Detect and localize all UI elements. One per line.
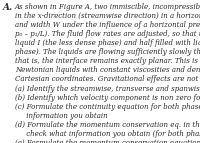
Text: and width W under the influence of a horizontal pressure gradient (: and width W under the influence of a hor… (15, 21, 200, 29)
Text: (c) Formulate the continuity equation for both phases and check what: (c) Formulate the continuity equation fo… (15, 103, 200, 111)
Text: (d) Formulate the momentum conservation eq. in the spanwise direction and: (d) Formulate the momentum conservation … (15, 121, 200, 129)
Text: As shown in Figure A, two immiscible, incompressible liquids are flowing: As shown in Figure A, two immiscible, in… (15, 3, 200, 11)
Text: liquid I (the less dense phase) and half filled with liquid II (the more dense: liquid I (the less dense phase) and half… (15, 39, 200, 47)
Text: information you obtain: information you obtain (15, 112, 108, 120)
Text: (a) Identify the streamwise, transverse and spanwise direction of the flow: (a) Identify the streamwise, transverse … (15, 85, 200, 93)
Text: A.: A. (2, 3, 13, 12)
Text: (e) Formulate the momentum conservation equation in the transverse: (e) Formulate the momentum conservation … (15, 139, 200, 143)
Text: that is, the interface remains exactly planar. This is a steady state flow of tw: that is, the interface remains exactly p… (15, 57, 200, 65)
Text: phase). The liquids are flowing sufficiently slowly that no instabilities occur : phase). The liquids are flowing sufficie… (15, 48, 200, 56)
Text: Cartesian coordinates. Gravitational effects are not important.: Cartesian coordinates. Gravitational eff… (15, 75, 200, 83)
Text: p₀ – p₁/L). The fluid flow rates are adjusted, so that the slit is half filled w: p₀ – p₁/L). The fluid flow rates are adj… (15, 30, 200, 38)
Text: in the x-direction (streamwise direction) in a horizontal thin slit of length L: in the x-direction (streamwise direction… (15, 12, 200, 20)
Text: Newtonian liquids with constant viscosities and densities, which is studied in: Newtonian liquids with constant viscosit… (15, 66, 200, 74)
Text: check what information you obtain (for both phases): check what information you obtain (for b… (15, 130, 200, 138)
Text: (b) Identify which velocity component is non zero for this flow problem: (b) Identify which velocity component is… (15, 94, 200, 102)
